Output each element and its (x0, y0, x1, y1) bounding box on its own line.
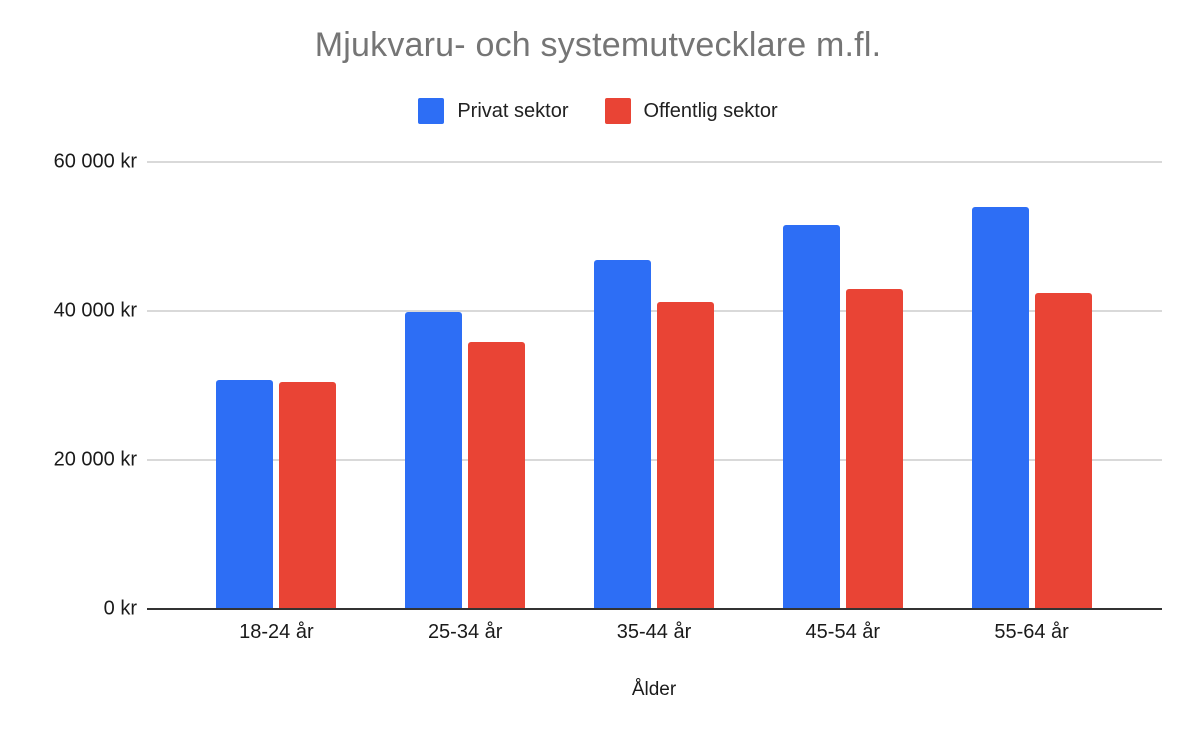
y-axis-tick-label: 20 000 kr (53, 448, 137, 471)
chart-title: Mjukvaru- och systemutvecklare m.fl. (314, 26, 882, 64)
legend: Privat sektor Offentlig sektor (0, 98, 1196, 124)
bar-offentlig-sektor-45-54-ar (845, 289, 903, 609)
x-axis-baseline (147, 608, 1162, 610)
bar-privat-sektor-18-24-ar (216, 380, 274, 609)
legend-swatch-icon (418, 98, 445, 124)
bar-offentlig-sektor-18-24-ar (279, 381, 337, 609)
x-axis-tick-label: 35-44 år (616, 621, 692, 643)
bar-offentlig-sektor-35-44-ar (657, 302, 714, 609)
legend-item-privat-sektor: Privat sektor (418, 98, 569, 124)
legend-label: Offentlig sektor (643, 99, 778, 122)
gridline-60000 (147, 161, 1162, 163)
y-axis-tick-label: 60 000 kr (53, 150, 137, 173)
bar-privat-sektor-45-54-ar (782, 225, 840, 609)
legend-label: Privat sektor (457, 99, 569, 122)
bar-privat-sektor-55-64-ar (971, 207, 1029, 609)
legend-swatch-icon (604, 98, 631, 124)
x-axis-tick-label: 55-64 år (994, 621, 1069, 643)
y-axis-tick-label: 40 000 kr (53, 299, 137, 322)
bar-offentlig-sektor-25-34-ar (468, 342, 526, 609)
gridline-20000 (147, 459, 1162, 461)
bar-offentlig-sektor-55-64-ar (1034, 293, 1092, 609)
gridline-40000 (147, 310, 1162, 312)
bar-privat-sektor-25-34-ar (405, 311, 463, 609)
x-axis-tick-label: 18-24 år (239, 621, 314, 643)
y-axis-tick-label: 0 kr (103, 597, 137, 620)
x-axis-tick-label: 25-34 år (427, 621, 503, 643)
legend-item-offentlig-sektor: Offentlig sektor (604, 98, 778, 124)
x-axis-title: Ålder (631, 679, 677, 700)
bar-privat-sektor-35-44-ar (594, 259, 651, 609)
x-axis-tick-label: 45-54 år (805, 621, 881, 643)
